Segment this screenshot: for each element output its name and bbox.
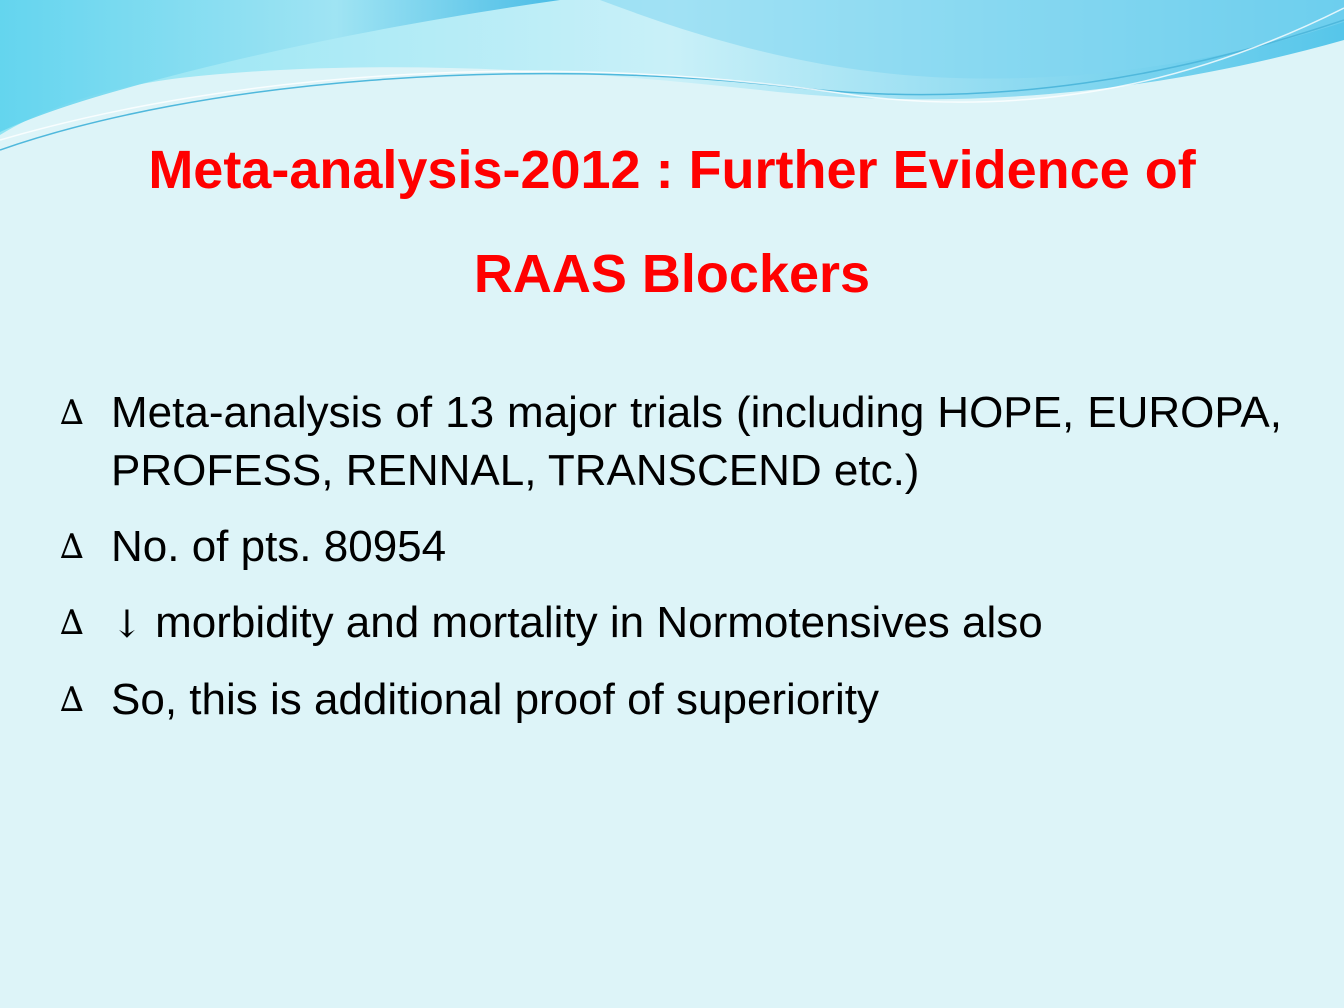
bullet-item: ∆ ↓ morbidity and mortality in Normotens… <box>60 594 1282 653</box>
title-line-2: RAAS Blockers <box>473 244 871 304</box>
delta-bullet-icon: ∆ <box>60 603 84 643</box>
title-line-1: Meta-analysis-2012 : Further Evidence of <box>148 140 1196 200</box>
bullet-text: So, this is additional proof of superior… <box>111 675 879 724</box>
bullet-text: Meta-analysis of 13 major trials (includ… <box>111 388 1282 495</box>
delta-bullet-icon: ∆ <box>60 680 84 720</box>
bullet-item: ∆ Meta-analysis of 13 major trials (incl… <box>60 384 1282 500</box>
delta-bullet-icon: ∆ <box>60 527 84 567</box>
bullet-item: ∆ So, this is additional proof of superi… <box>60 671 1282 729</box>
bullet-list: ∆ Meta-analysis of 13 major trials (incl… <box>60 384 1282 747</box>
delta-bullet-icon: ∆ <box>60 393 84 433</box>
header-wave-decoration <box>0 0 1344 151</box>
slide-title: Meta-analysis-2012 : Further Evidence of… <box>0 118 1344 326</box>
down-arrow-icon: ↓ <box>111 602 143 646</box>
bullet-text: morbidity and mortality in Normotensives… <box>155 598 1043 647</box>
bullet-text: No. of pts. 80954 <box>111 522 447 571</box>
bullet-item: ∆ No. of pts. 80954 <box>60 518 1282 576</box>
